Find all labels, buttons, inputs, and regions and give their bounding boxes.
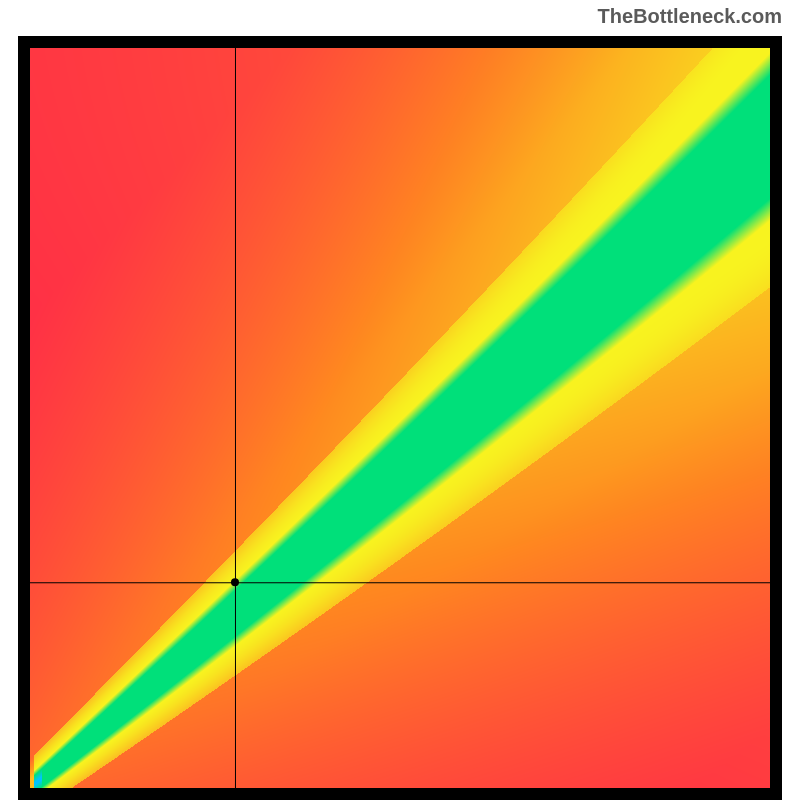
attribution-text: TheBottleneck.com: [598, 6, 782, 29]
chart-container: TheBottleneck.com: [0, 0, 800, 800]
heatmap-frame: [18, 36, 782, 800]
bottleneck-heatmap: [30, 48, 770, 788]
